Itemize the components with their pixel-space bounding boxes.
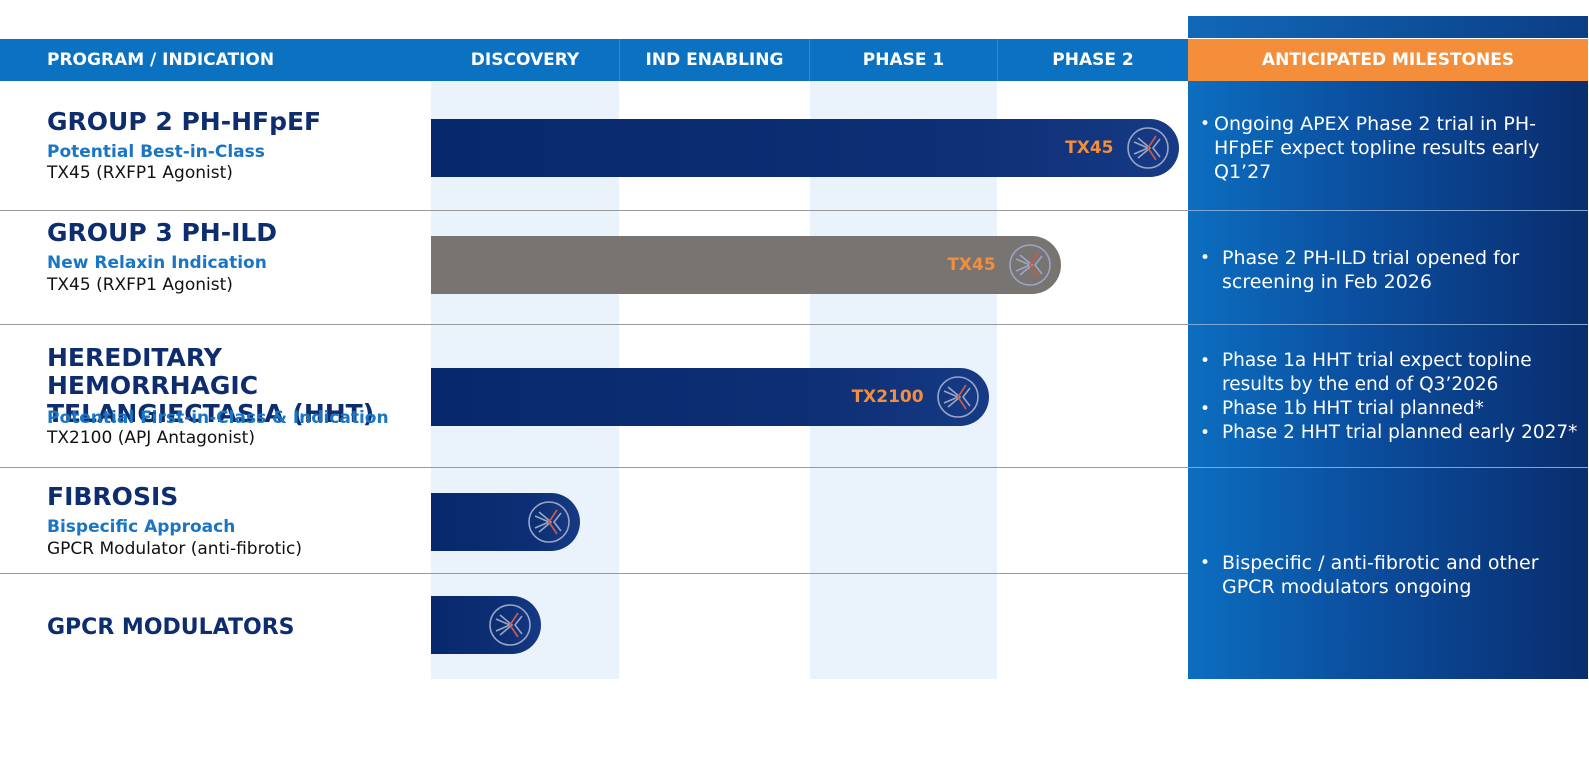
pipeline-bar — [431, 119, 1179, 177]
company-logo-icon — [528, 501, 571, 543]
bar-drug-label: TX45 — [947, 255, 996, 275]
header-phase-1: PHASE 1 — [862, 50, 945, 70]
milestones-separator — [1188, 467, 1588, 468]
program-title-ph-ild: GROUP 3 PH-ILD — [47, 218, 278, 247]
header-anticipated-milestones: ANTICIPATED MILESTONES — [1188, 39, 1588, 81]
program-title-hht: HEREDITARY HEMORRHAGIC TELANGIECTASIA (H… — [47, 343, 375, 428]
row-separator — [0, 210, 1188, 211]
milestones-separator — [1188, 324, 1588, 325]
program-subtitle-fibrosis: Bispecific Approach — [47, 517, 236, 537]
pipeline-bar — [431, 596, 541, 654]
milestone-item: Ongoing APEX Phase 2 trial in PH-HFpEF e… — [1196, 112, 1556, 184]
program-subtitle-hht: Potential First-in-Class & Indication — [47, 408, 389, 428]
milestone-item: Bispecific / anti-fibrotic and other GPC… — [1196, 551, 1556, 599]
milestone-item: Phase 1a HHT trial expect topline result… — [1196, 349, 1588, 397]
row-separator — [0, 573, 1188, 574]
company-logo-icon — [936, 376, 979, 418]
milestone-item: Phase 2 HHT trial planned early 2027* — [1196, 421, 1588, 445]
bar-drug-label: TX45 — [1065, 138, 1114, 158]
milestones-list-3: Phase 1a HHT trial expect topline result… — [1196, 349, 1588, 445]
header-phase-2: PHASE 2 — [1052, 50, 1134, 70]
program-drug-hht: TX2100 (APJ Antagonist) — [47, 428, 255, 448]
milestones-list-2: Phase 2 PH-ILD trial opened for screenin… — [1196, 246, 1556, 294]
milestones-list-1: Ongoing APEX Phase 2 trial in PH-HFpEF e… — [1196, 112, 1556, 184]
program-subtitle-ph-hfpef: Potential Best-in-Class — [47, 142, 265, 162]
row-separator — [0, 467, 1188, 468]
header-ind-enabling: IND ENABLING — [645, 50, 784, 70]
company-logo-icon — [1008, 244, 1051, 286]
header-divider — [809, 39, 810, 81]
company-logo-icon — [488, 604, 531, 646]
row-separator — [0, 324, 1188, 325]
program-title-fibrosis: FIBROSIS — [47, 482, 179, 511]
milestone-item: Phase 2 PH-ILD trial opened for screenin… — [1196, 246, 1556, 294]
milestone-item: Phase 1b HHT trial planned* — [1196, 397, 1588, 421]
pipeline-bar — [431, 236, 1061, 294]
table-header-bar — [0, 39, 1188, 81]
milestones-top-band — [1188, 16, 1588, 38]
header-program-indication: PROGRAM / INDICATION — [47, 50, 275, 70]
milestones-list-4: Bispecific / anti-fibrotic and other GPC… — [1196, 551, 1556, 599]
milestones-separator — [1188, 210, 1588, 211]
header-divider — [997, 39, 998, 81]
bar-drug-label: TX2100 — [851, 387, 924, 407]
header-divider — [619, 39, 620, 81]
company-logo-icon — [1126, 127, 1169, 169]
program-drug-fibrosis: GPCR Modulator (anti-fibrotic) — [47, 539, 302, 559]
program-drug-ph-ild: TX45 (RXFP1 Agonist) — [47, 275, 233, 295]
program-title-ph-hfpef: GROUP 2 PH-HFpEF — [47, 107, 322, 136]
program-subtitle-ph-ild: New Relaxin Indication — [47, 253, 267, 273]
header-discovery: DISCOVERY — [470, 50, 580, 70]
pipeline-bar — [431, 368, 989, 426]
program-title-gpcr-modulators: GPCR MODULATORS — [47, 615, 295, 640]
program-drug-ph-hfpef: TX45 (RXFP1 Agonist) — [47, 163, 233, 183]
